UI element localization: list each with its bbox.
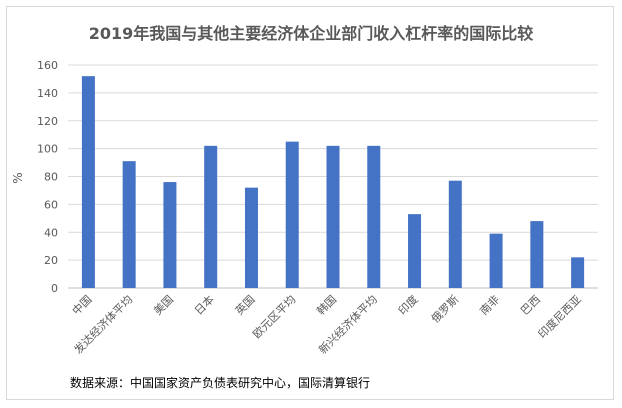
chart-title: 2019年我国与其他主要经济体企业部门收入杠杆率的国际比较: [88, 24, 534, 43]
bar: [408, 214, 422, 288]
bar: [367, 145, 381, 288]
bar: [122, 161, 136, 288]
x-tick-label: 韩国: [314, 292, 339, 317]
y-axis: 0 20 40 60 80 100 120 140 160: [37, 59, 58, 295]
bar: [489, 233, 503, 288]
x-tick-label: 中国: [70, 293, 95, 318]
chart-frame: [6, 6, 614, 400]
y-tick-label: 100: [37, 143, 58, 156]
x-tick-label: 南非: [477, 293, 502, 318]
x-tick-label: 印度尼西亚: [535, 292, 584, 341]
x-tick-label: 巴西: [518, 293, 543, 318]
bar: [204, 145, 218, 288]
y-tick-label: 140: [37, 87, 58, 100]
bar: [81, 76, 95, 289]
source-note: 数据来源：中国国家资产负债表研究中心，国际清算银行: [70, 376, 371, 390]
y-tick-label: 20: [44, 254, 58, 267]
bar: [530, 221, 544, 288]
y-tick-label: 40: [44, 226, 58, 239]
bar: [244, 187, 258, 288]
x-tick-label: 俄罗斯: [429, 293, 462, 326]
y-tick-label: 120: [37, 115, 58, 128]
y-tick-label: 80: [44, 171, 58, 184]
y-tick-label: 160: [37, 59, 58, 72]
x-tick-label: 美国: [151, 293, 176, 318]
x-tick-label: 欧元区平均: [250, 293, 298, 341]
bars: [81, 76, 585, 289]
y-axis-label: %: [11, 172, 25, 183]
x-tick-label: 日本: [191, 292, 216, 317]
bar: [285, 141, 299, 288]
bar: [326, 145, 340, 288]
bar: [571, 257, 585, 288]
x-tick-label: 印度: [395, 292, 420, 317]
y-tick-label: 60: [44, 198, 58, 211]
bar: [448, 180, 462, 288]
x-tick-label: 英国: [232, 292, 257, 317]
bar: [163, 182, 177, 288]
y-tick-label: 0: [51, 282, 58, 295]
